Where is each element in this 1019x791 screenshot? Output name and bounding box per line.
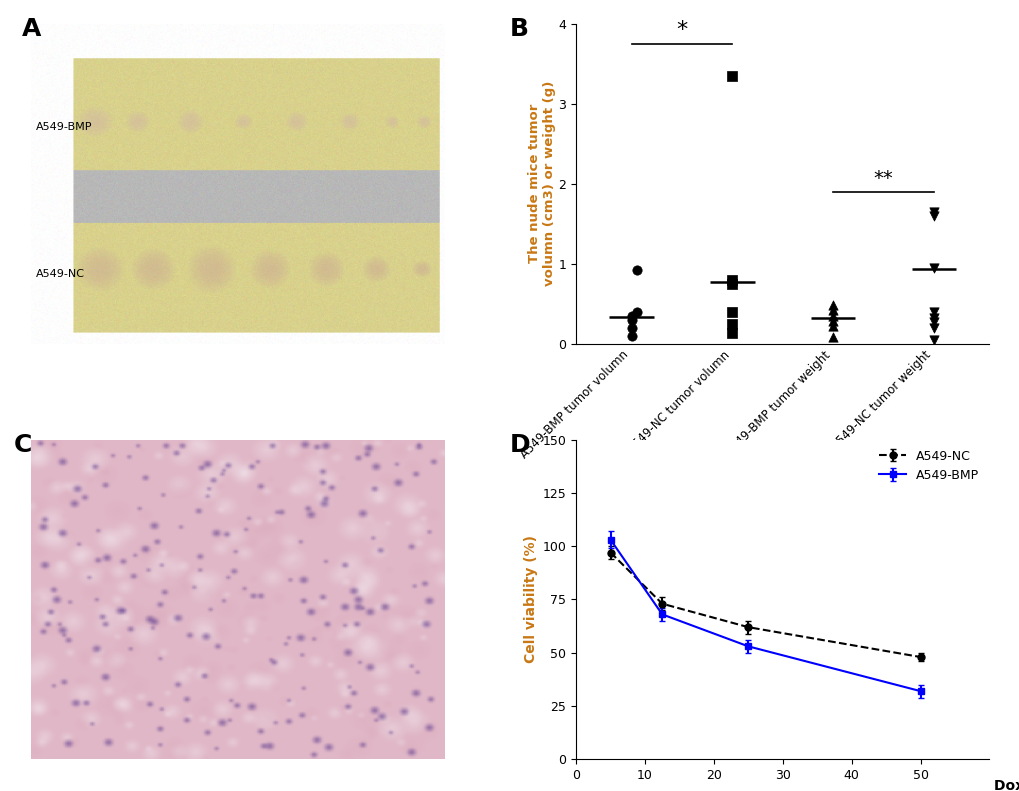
Text: C: C [14,433,33,457]
Point [824,320,841,332]
Point [925,206,942,218]
Text: **: ** [873,169,893,188]
Point [824,299,841,312]
Point [723,273,740,286]
Point [824,309,841,322]
Text: A549-BMP: A549-BMP [36,122,93,131]
Point [628,263,644,276]
Point [824,304,841,316]
Text: *: * [676,20,687,40]
Point [623,321,639,334]
Point [824,315,841,327]
Text: B: B [510,17,529,41]
Y-axis label: Cell viability (%): Cell viability (%) [524,536,538,664]
Point [925,305,942,318]
Point [628,305,644,318]
Point [623,309,639,322]
Point [925,321,942,334]
Point [723,70,740,82]
Point [925,261,942,274]
Text: A: A [22,17,42,41]
Point [723,305,740,318]
Point [723,327,740,339]
Point [623,313,639,326]
Text: D: D [510,433,530,457]
Point [723,317,740,330]
Point [623,329,639,342]
Y-axis label: The nude mice tumor
volumn (cm3) or weight (g): The nude mice tumor volumn (cm3) or weig… [527,81,555,286]
Point [925,210,942,222]
Text: Doxrubicin (nM): Doxrubicin (nM) [993,778,1019,791]
Point [925,333,942,346]
Legend: A549-NC, A549-BMP: A549-NC, A549-BMP [874,446,982,486]
Point [925,316,942,328]
Text: A549-NC: A549-NC [36,269,85,279]
Point [925,312,942,324]
Point [824,331,841,343]
Point [723,278,740,290]
